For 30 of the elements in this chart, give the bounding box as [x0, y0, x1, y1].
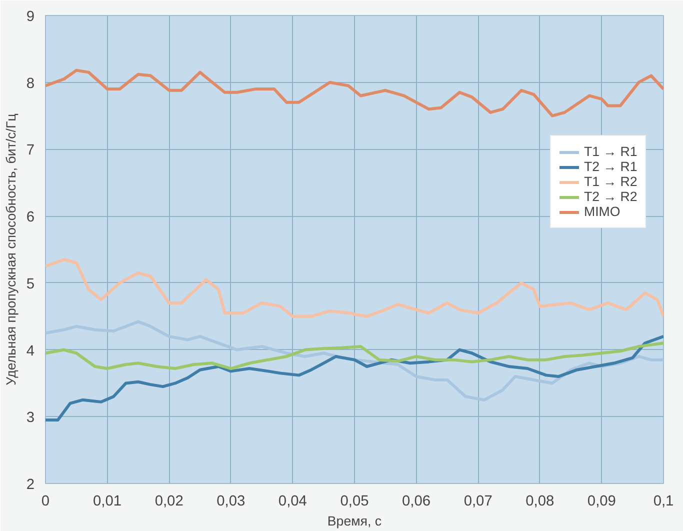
x-tick-label: 0: [41, 494, 50, 510]
x-tick-label: 0,05: [340, 494, 369, 510]
x-tick-label: 0,09: [587, 494, 616, 510]
legend-label: T2 → R2: [584, 189, 638, 204]
legend-label: T2 → R1: [584, 159, 638, 174]
x-tick-label: 0,02: [154, 494, 184, 510]
legend-label: T1 → R2: [584, 174, 638, 189]
x-tick-label: 0,1: [653, 494, 674, 510]
x-tick-label: 0,06: [402, 494, 431, 510]
x-axis-title: Время, с: [327, 514, 382, 528]
line-series: [46, 334, 664, 422]
y-tick-label: 7: [26, 142, 35, 159]
x-tick-label: 0,04: [278, 494, 307, 510]
y-tick-label: 2: [26, 477, 35, 493]
y-tick-label: 4: [26, 343, 35, 360]
x-tick-label: 0,07: [464, 494, 492, 510]
line-series: [46, 68, 664, 118]
y-tick-label: 5: [26, 276, 35, 292]
y-tick-label: 6: [26, 210, 35, 226]
line-series: [46, 342, 664, 370]
y-axis-title: Удельная пропускная способность, бит/с/Гц: [3, 113, 18, 386]
legend-label: MIMO: [584, 204, 620, 219]
legend-label: T1 → R1: [584, 144, 638, 159]
line-series: [46, 258, 664, 318]
x-tick-label: 0,08: [526, 494, 554, 510]
x-tick-label: 0,03: [216, 494, 246, 510]
x-tick-label: 0,01: [93, 494, 122, 510]
y-tick-label: 8: [26, 76, 35, 92]
y-tick-label: 3: [26, 410, 35, 426]
y-tick-label: 9: [26, 9, 35, 25]
